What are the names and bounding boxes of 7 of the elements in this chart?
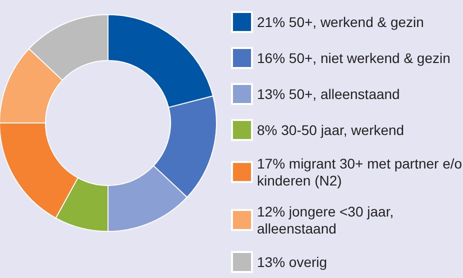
legend-label: 12% jongere <30 jaar, alleenstaand xyxy=(257,204,398,236)
legend-label: 21% 50+, werkend & gezin xyxy=(257,14,424,30)
legend-label: 8% 30-50 jaar, werkend xyxy=(257,122,404,138)
legend-label: 13% 50+, alleenstaand xyxy=(257,86,400,102)
legend-label: 17% migrant 30+ met partner e/o kinderen (N2) xyxy=(257,156,463,188)
legend-label: 13% overig xyxy=(257,254,328,270)
legend-label: 16% 50+, niet werkend & gezin xyxy=(257,50,450,66)
